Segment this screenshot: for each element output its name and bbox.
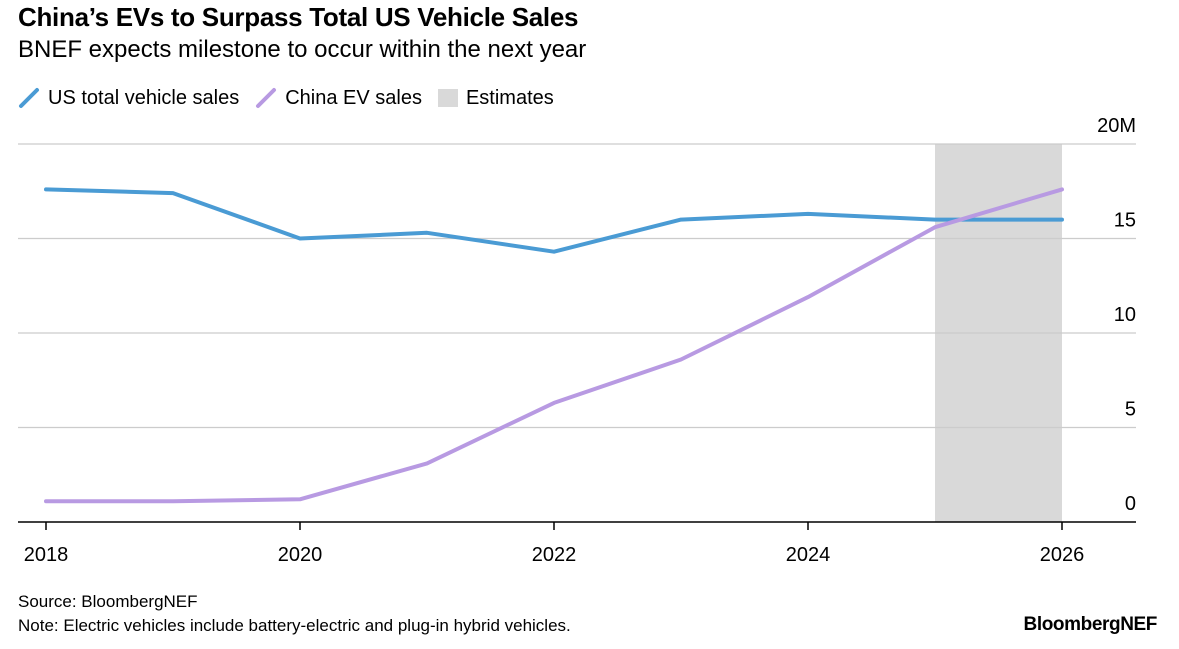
legend-item-us: US total vehicle sales [18,87,239,110]
legend-swatch-china [256,88,277,108]
legend-label-us: US total vehicle sales [48,86,240,109]
legend-label-china: China EV sales [285,86,422,109]
chart-title: China’s EVs to Surpass Total US Vehicle … [18,2,579,32]
y-tick-label-20: 20M [1097,115,1136,137]
y-tick-label-10: 10 [1114,304,1136,326]
x-tick-label-2022: 2022 [532,544,577,566]
legend: US total vehicle sales China EV sales Es… [18,84,570,112]
footnote: Note: Electric vehicles include battery-… [18,616,571,635]
x-tick-label-2018: 2018 [24,544,69,566]
series-line-china-ev-sales [44,187,1064,504]
y-tick-label-5: 5 [1125,399,1136,421]
series-line-us-total-vehicle-sales [44,187,1064,254]
legend-swatch-us [19,88,39,108]
line-chart: 2018 2020 2022 2024 2026 0 5 10 15 20M [18,115,1136,566]
brand-logo: BloombergNEF [1023,614,1158,635]
x-tick-label-2020: 2020 [278,544,323,566]
legend-label-estimates: Estimates [465,86,554,109]
x-tick-label-2024: 2024 [786,544,831,566]
source-note: Source: BloombergNEF [18,592,198,611]
chart-subtitle: BNEF expects milestone to occur within t… [18,36,587,63]
legend-item-china: China EV sales [255,87,422,110]
legend-item-estimates: Estimates [437,86,554,110]
legend-swatch-estimates [437,89,458,107]
y-tick-label-0: 0 [1125,493,1136,515]
y-tick-label-15: 15 [1114,210,1136,232]
x-tick-label-2026: 2026 [1040,544,1085,566]
